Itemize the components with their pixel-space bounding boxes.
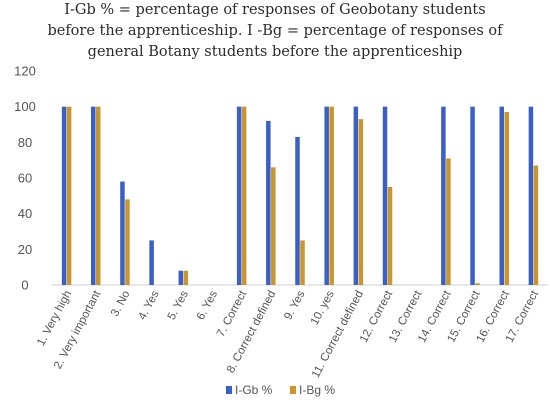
bar-igb [382, 106, 388, 285]
x-category-label: 10. yes [309, 289, 337, 328]
x-category-label: 3. No [109, 289, 133, 319]
x-category-label: 6. Yes [195, 289, 220, 323]
bar-ibg [329, 106, 334, 285]
y-tick-label: 100 [14, 99, 36, 114]
bar-igb [499, 106, 504, 285]
chart-title-line-3: general Botany students before the appre… [87, 44, 463, 60]
bar-ibg [358, 119, 364, 286]
bar-ibg [387, 186, 393, 285]
bar-ibg [271, 167, 276, 285]
chart-title-line-2: before the apprenticeship. I -Bg = perce… [47, 23, 503, 39]
bar-igb [149, 240, 154, 285]
bar-igb [120, 181, 125, 285]
y-tick-label: 40 [18, 206, 32, 221]
legend-label: I-Gb % [235, 383, 273, 397]
bar-igb [178, 270, 184, 285]
bar-igb [91, 106, 96, 285]
bar-igb [470, 106, 475, 285]
bar-ibg [300, 240, 305, 285]
y-tick-label: 120 [14, 64, 36, 79]
bar-igb [441, 106, 446, 285]
chart-title: I-Gb % = percentage of responses of Geob… [0, 0, 550, 63]
bar-igb [528, 106, 534, 285]
bar-igb [236, 106, 242, 285]
bar-ibg [183, 270, 189, 285]
bar-igb [295, 136, 300, 285]
bar-ibg [446, 158, 451, 285]
bar-igb [353, 106, 359, 285]
legend-swatch [226, 386, 232, 394]
chart-title-line-1: I-Gb % = percentage of responses of Geob… [64, 2, 486, 18]
legend-swatch [290, 386, 296, 394]
x-category-label: 4. Yes [136, 289, 161, 323]
bar-ibg [475, 283, 480, 285]
x-category-label: 5. Yes [166, 289, 191, 323]
bar-ibg [96, 106, 101, 285]
legend-label: I-Bg % [299, 383, 335, 397]
bar-ibg [504, 112, 509, 286]
bar-ibg [533, 165, 539, 285]
bar-igb [266, 120, 271, 286]
y-tick-label: 80 [18, 135, 32, 150]
bar-ibg [125, 199, 130, 285]
y-tick-label: 60 [18, 171, 32, 186]
y-tick-label: 20 [18, 242, 32, 257]
bar-ibg [241, 106, 247, 285]
bar-igb [324, 106, 329, 285]
bar-ibg [66, 106, 72, 285]
x-category-label: 9. Yes [282, 289, 307, 323]
y-tick-label: 0 [21, 278, 28, 293]
bar-igb [61, 106, 67, 285]
